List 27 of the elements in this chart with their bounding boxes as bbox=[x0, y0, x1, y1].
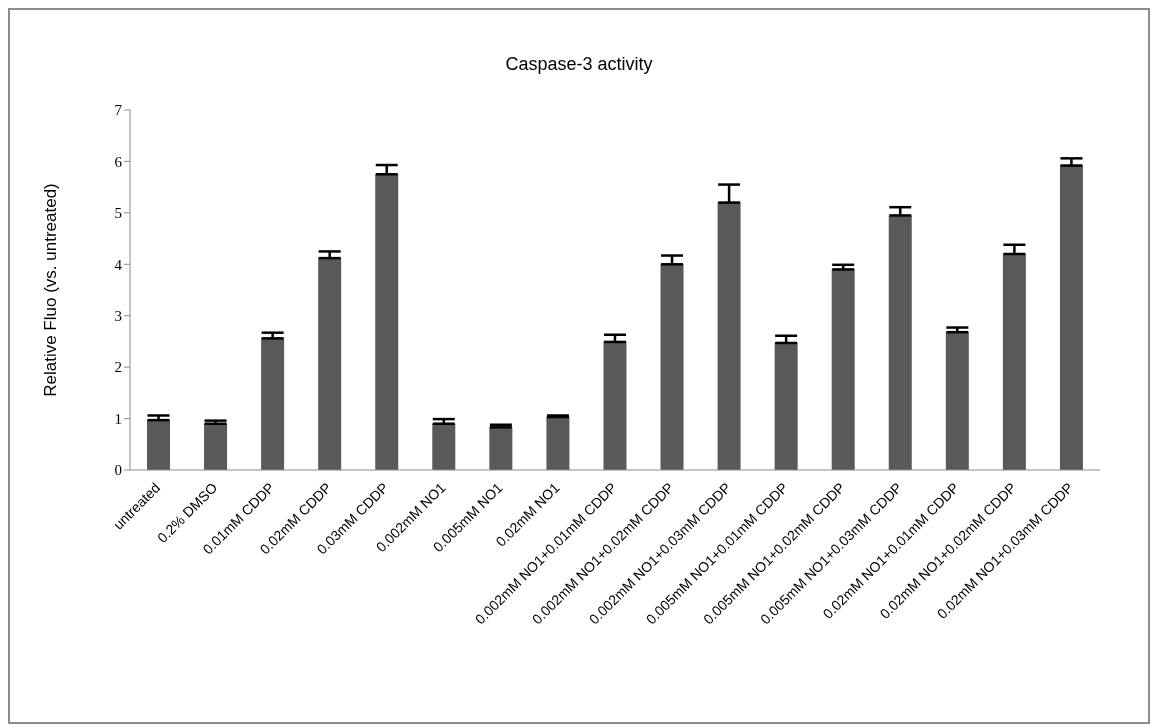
bar bbox=[318, 258, 342, 470]
bar bbox=[489, 427, 513, 470]
y-tick-label: 2 bbox=[114, 359, 122, 376]
bar bbox=[717, 202, 741, 470]
bar bbox=[1002, 254, 1026, 470]
y-tick-label: 5 bbox=[114, 205, 122, 222]
bar bbox=[945, 332, 969, 470]
y-axis-title: Relative Fluo (vs. untreated) bbox=[41, 183, 61, 397]
y-tick-label: 6 bbox=[114, 153, 123, 170]
y-tick-label: 4 bbox=[114, 256, 123, 273]
y-tick-label: 3 bbox=[114, 308, 122, 325]
bar bbox=[375, 174, 399, 470]
bar bbox=[261, 338, 285, 470]
bar bbox=[204, 423, 228, 470]
chart-title: Caspase-3 activity bbox=[504, 54, 654, 75]
bar bbox=[147, 420, 170, 470]
bar bbox=[603, 341, 627, 470]
bar bbox=[774, 342, 798, 470]
bar bbox=[888, 215, 912, 470]
bar bbox=[432, 423, 456, 470]
y-tick-label: 0 bbox=[114, 462, 122, 479]
y-tick-label: 7 bbox=[114, 102, 123, 119]
bar bbox=[660, 264, 684, 470]
bar bbox=[1059, 165, 1083, 470]
y-tick-label: 1 bbox=[114, 410, 122, 427]
bar bbox=[546, 417, 570, 470]
bar bbox=[831, 269, 855, 470]
